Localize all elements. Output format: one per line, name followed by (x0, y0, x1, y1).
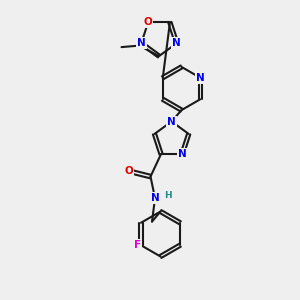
Text: N: N (151, 193, 159, 203)
Text: N: N (137, 38, 146, 48)
Text: N: N (172, 38, 181, 48)
Text: N: N (178, 149, 187, 159)
Text: O: O (124, 166, 133, 176)
Text: N: N (196, 73, 205, 83)
Text: O: O (144, 17, 152, 28)
Text: F: F (134, 240, 141, 250)
Text: H: H (164, 191, 171, 200)
Text: N: N (167, 116, 176, 127)
